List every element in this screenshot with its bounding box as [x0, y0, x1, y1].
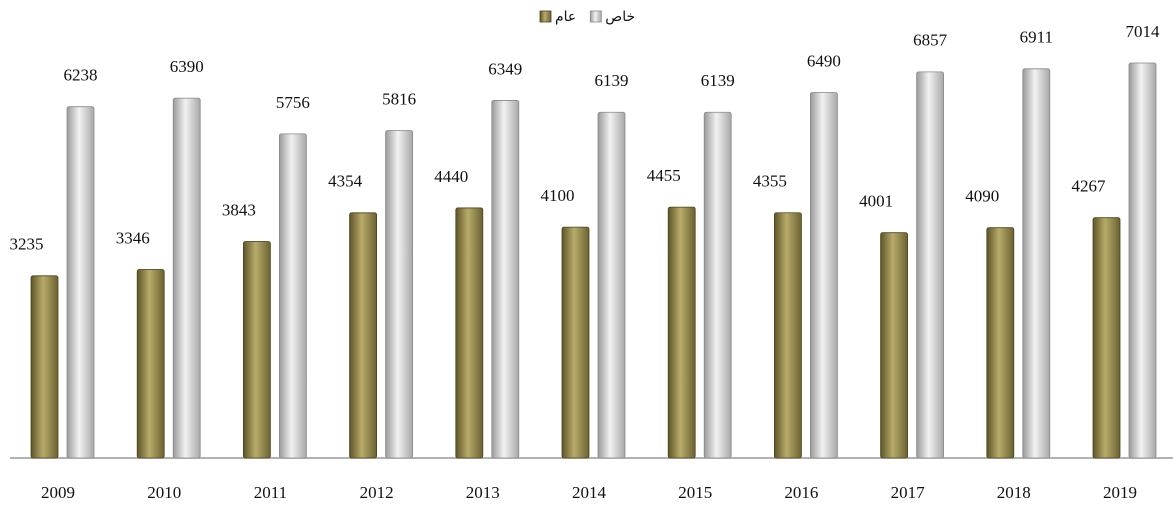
x-tick-label: 2019 [1103, 483, 1137, 502]
data-label: 6857 [913, 31, 948, 50]
data-label: 4455 [647, 166, 681, 185]
bar [30, 275, 59, 459]
data-label: 7014 [1126, 22, 1161, 41]
data-label: 6139 [701, 71, 735, 90]
bar [172, 97, 201, 459]
bar [986, 227, 1015, 459]
data-label: 6349 [488, 59, 522, 78]
bar [1022, 68, 1051, 459]
data-label: 4001 [859, 192, 893, 211]
x-tick-label: 2017 [891, 483, 926, 502]
data-label: 5756 [276, 93, 310, 112]
bar [385, 130, 414, 459]
x-tick-label: 2013 [466, 483, 500, 502]
x-tick-label: 2012 [360, 483, 394, 502]
data-label: 4355 [753, 172, 787, 191]
x-tick-label: 2014 [572, 483, 607, 502]
legend-label: خاص [605, 9, 635, 25]
data-label: 6390 [170, 57, 204, 76]
bar [916, 71, 944, 459]
x-tick-label: 2009 [41, 483, 75, 502]
data-label: 3843 [222, 200, 256, 219]
data-label: 3346 [116, 228, 150, 247]
legend-swatch [539, 10, 552, 23]
data-label: 6238 [64, 66, 98, 85]
bar [561, 226, 590, 459]
bar [774, 212, 802, 459]
bar [1128, 62, 1157, 459]
data-label: 4354 [328, 172, 363, 191]
bar [810, 92, 838, 459]
legend-label: عام [555, 9, 576, 25]
x-tick-label: 2011 [254, 483, 287, 502]
data-label: 4440 [434, 167, 468, 186]
bar [136, 269, 165, 459]
data-label: 3235 [10, 235, 44, 254]
data-label: 5816 [382, 89, 416, 108]
data-label: 6490 [807, 51, 841, 70]
data-label: 6139 [595, 71, 629, 90]
data-label: 4267 [1072, 177, 1107, 196]
x-tick-label: 2018 [997, 483, 1031, 502]
x-tick-label: 2010 [147, 483, 181, 502]
bar [455, 207, 484, 459]
bar [667, 206, 696, 459]
bar [278, 133, 307, 459]
x-tick-label: 2015 [678, 483, 712, 502]
data-label: 4100 [541, 186, 575, 205]
bar [491, 100, 520, 459]
bar [703, 111, 732, 459]
x-tick-label: 2016 [784, 483, 818, 502]
data-label: 4090 [965, 187, 999, 206]
bar [597, 111, 626, 459]
data-label: 6911 [1020, 28, 1053, 47]
bar [242, 241, 271, 459]
legend-swatch [589, 10, 602, 23]
bar [349, 212, 378, 459]
bar [880, 232, 908, 459]
bar [66, 106, 95, 459]
bar [1092, 217, 1121, 459]
